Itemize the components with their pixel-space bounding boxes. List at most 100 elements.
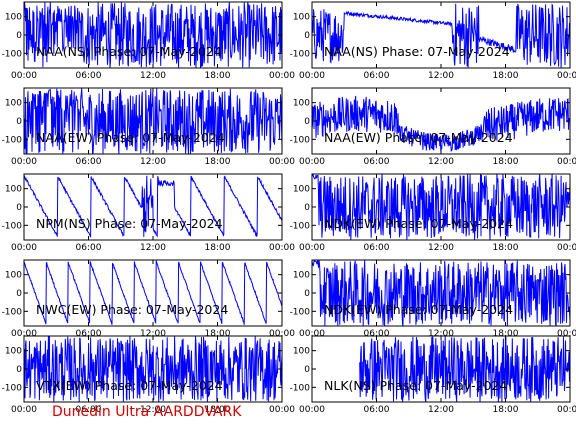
x-tick-label: 12:00 [428,71,454,81]
phase-trace [24,260,282,325]
x-tick-label: 00:00 [269,157,295,167]
x-tick-label: 06:00 [76,405,102,415]
y-tick-label: 100 [5,185,22,195]
x-tick-label: 00:00 [11,405,37,415]
y-tick-label: 100 [5,99,22,109]
y-tick-label: 100 [293,99,310,109]
panel-title: NAA(EW) Phase: 07-May-2024 [36,130,225,145]
y-tick-label: 0 [304,31,310,41]
y-tick-label: 0 [304,365,310,375]
y-tick-label: -100 [2,49,23,59]
phase-trace [24,88,282,154]
phase-panel: 00:00 06:00 12:00 18:00 00:00 100 0 -100 NDK(EW)… [290,173,576,253]
phase-trace [24,175,282,238]
x-tick-label: 00:00 [557,71,576,81]
x-tick-label: 12:00 [140,329,166,339]
panel-title: NAA(NS) Phase: 07-May-2024 [36,44,222,59]
x-tick-label: 12:00 [428,157,454,167]
y-tick-label: 0 [304,289,310,299]
x-tick-label: 18:00 [493,71,519,81]
x-tick-label: 12:00 [428,243,454,253]
x-tick-label: 00:00 [269,71,295,81]
panel-title: NAA(NS) Phase: 07-May-2024 [324,44,510,59]
x-tick-label: 06:00 [364,329,390,339]
panel-title: NAA(EW) Phase: 07-May-2024 [324,130,513,145]
phase-panel: 00:00 06:00 12:00 18:00 00:00 100 0 -100 VTX(EW)… [2,335,295,415]
panel-title: NWC(EW) Phase: 07-May-2024 [36,302,228,317]
phase-panel: 00:00 06:00 12:00 18:00 00:00 100 0 -100 NPM(NS)… [2,173,295,253]
x-tick-label: 12:00 [428,405,454,415]
x-tick-label: 18:00 [205,405,231,415]
y-tick-label: -100 [290,49,311,59]
x-tick-label: 06:00 [364,243,390,253]
y-tick-label: 0 [304,203,310,213]
y-tick-label: 100 [293,271,310,281]
x-tick-label: 18:00 [205,243,231,253]
x-tick-label: 06:00 [364,157,390,167]
x-tick-label: 18:00 [493,243,519,253]
y-tick-label: 100 [5,13,22,23]
x-tick-label: 00:00 [299,157,325,167]
x-tick-label: 18:00 [205,157,231,167]
y-tick-label: -100 [290,383,311,393]
y-tick-label: 100 [293,13,310,23]
y-tick-label: 0 [16,31,22,41]
y-tick-label: 100 [5,271,22,281]
phase-panel: 00:00 06:00 12:00 18:00 00:00 100 0 -100 NAA(EW)… [2,87,295,167]
y-tick-label: 100 [293,185,310,195]
phase-trace [312,95,570,152]
y-tick-label: -100 [290,307,311,317]
x-tick-label: 06:00 [364,71,390,81]
phase-panel: 00:00 06:00 12:00 18:00 00:00 100 0 -100 NLK(NS)… [290,335,576,415]
y-tick-label: -100 [290,221,311,231]
phase-trace [312,174,570,240]
phase-panel: 00:00 06:00 12:00 18:00 00:00 100 0 -100 NWC(EW)… [2,259,295,339]
y-tick-label: 0 [16,289,22,299]
x-tick-label: 00:00 [269,405,295,415]
x-tick-label: 18:00 [205,71,231,81]
x-tick-label: 18:00 [493,405,519,415]
y-tick-label: 100 [5,347,22,357]
panel-title: VTX(EW) Phase: 07-May-2024 [36,378,223,393]
footer-caption: Dunedin Ultra AARDDVARK [52,404,242,420]
y-tick-label: 0 [16,117,22,127]
x-tick-label: 00:00 [299,329,325,339]
y-tick-label: -100 [2,221,23,231]
x-tick-label: 18:00 [205,329,231,339]
x-tick-label: 06:00 [76,243,102,253]
x-tick-label: 00:00 [299,243,325,253]
x-tick-label: 00:00 [269,329,295,339]
phase-trace [24,2,282,68]
y-tick-label: -100 [290,135,311,145]
x-tick-label: 12:00 [140,71,166,81]
phase-panel: 00:00 06:00 12:00 18:00 00:00 100 0 -100 NAA(NS)… [2,1,295,81]
y-tick-label: 0 [304,117,310,127]
phase-panel: 00:00 06:00 12:00 18:00 00:00 100 0 -100 NAA(NS)… [290,1,576,81]
phase-trace [312,3,570,68]
x-tick-label: 18:00 [493,157,519,167]
x-tick-label: 12:00 [140,243,166,253]
phase-panel: 00:00 06:00 12:00 18:00 00:00 100 0 -100 NAA(EW)… [290,87,576,167]
y-tick-label: -100 [2,307,23,317]
x-tick-label: 00:00 [11,329,37,339]
x-tick-label: 00:00 [557,157,576,167]
x-tick-label: 00:00 [299,405,325,415]
y-tick-label: 100 [293,347,310,357]
phase-trace [359,336,570,402]
panel-title: NDK(EW) Phase: 07-May-2024 [324,302,513,317]
x-tick-label: 00:00 [299,71,325,81]
x-tick-label: 00:00 [557,243,576,253]
phase-trace [24,336,282,402]
x-tick-label: 06:00 [76,157,102,167]
x-tick-label: 00:00 [557,329,576,339]
phase-panel: 00:00 06:00 12:00 18:00 00:00 100 0 -100 NDK(EW)… [290,259,576,339]
y-tick-label: 0 [16,365,22,375]
panel-title: NPM(NS) Phase: 07-May-2024 [36,216,223,231]
y-tick-label: -100 [2,135,23,145]
x-tick-label: 00:00 [269,243,295,253]
x-tick-label: 18:00 [493,329,519,339]
x-tick-label: 00:00 [11,157,37,167]
y-tick-label: 0 [16,203,22,213]
panel-title: NDK(EW) Phase: 07-May-2024 [324,216,513,231]
